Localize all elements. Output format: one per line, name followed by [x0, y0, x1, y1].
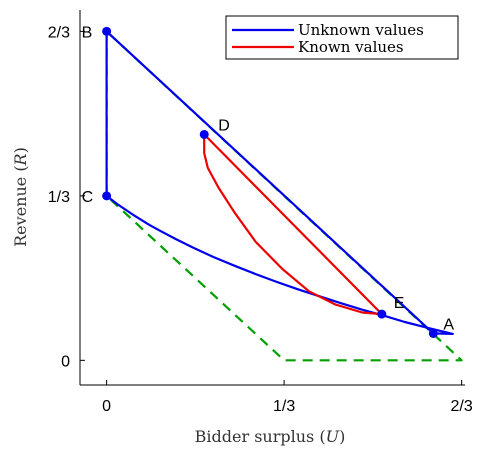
x-axis-label-close: ) — [339, 427, 345, 446]
point-D — [199, 129, 209, 139]
axes: 0 1/3 2/3 0 1/3 2/3 — [48, 10, 473, 415]
known-values-line — [203, 134, 382, 316]
point-label-D: D — [218, 117, 230, 134]
y-axis-label-var: R — [11, 153, 30, 166]
point-label-C: C — [82, 189, 94, 206]
unknown-values-line — [105, 30, 435, 335]
unknown-values-line — [105, 195, 454, 335]
point-label-A: A — [443, 316, 454, 333]
known-values-line — [203, 133, 383, 315]
y-axis-label-close: ) — [11, 147, 30, 153]
y-tick-label: 0 — [61, 353, 70, 370]
y-axis-label-text: Revenue ( — [11, 165, 30, 246]
y-tick-label: 2/3 — [48, 24, 70, 41]
legend-label: Unknown values — [298, 21, 424, 39]
y-tick-label: 1/3 — [48, 189, 70, 206]
x-tick-label: 0 — [102, 398, 111, 415]
legend-label: Known values — [298, 38, 404, 56]
point-E — [377, 309, 387, 319]
x-tick-label: 1/3 — [273, 398, 295, 415]
legend-box — [225, 15, 459, 60]
point-B — [102, 26, 112, 36]
points-layer: A B C D E — [82, 24, 454, 338]
series-layer — [105, 30, 463, 362]
x-axis-label-text: Bidder surplus ( — [195, 427, 326, 446]
x-axis-label-var: U — [326, 427, 340, 446]
point-label-B: B — [82, 24, 93, 41]
y-axis-label: Revenue (R) — [11, 147, 30, 247]
x-tick-label: 2/3 — [451, 398, 473, 415]
point-C — [102, 191, 112, 201]
point-A — [428, 328, 438, 338]
x-axis-label: Bidder surplus (U) — [195, 427, 346, 446]
point-label-E: E — [394, 295, 405, 312]
